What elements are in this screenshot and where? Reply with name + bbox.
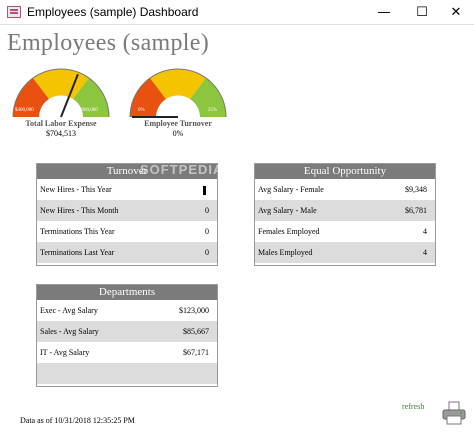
table-row: Avg Salary - Female $9,348 xyxy=(255,179,435,200)
gauge-value: $704,513 xyxy=(46,129,76,138)
table-row: Exec - Avg Salary $123,000 xyxy=(37,300,217,321)
gauge-max-label: 25% xyxy=(208,108,217,113)
table-row: New Hires - This Month 0 xyxy=(37,200,217,221)
departments-panel: Departments Exec - Avg Salary $123,000 Sa… xyxy=(36,284,218,387)
refresh-link[interactable]: refresh xyxy=(402,402,425,411)
row-label: IT - Avg Salary xyxy=(40,348,90,357)
title-bar: Employees (sample) Dashboard — ☐ ✕ xyxy=(0,0,474,25)
page-title: Employees (sample) xyxy=(7,30,210,56)
row-label: Terminations This Year xyxy=(40,227,115,236)
row-value: 0 xyxy=(205,248,209,257)
row-label: New Hires - This Year xyxy=(40,185,112,194)
gauge-red-segment xyxy=(12,78,49,117)
row-value: $67,171 xyxy=(183,348,209,357)
table-row: Terminations Last Year 0 xyxy=(37,242,217,263)
row-label: New Hires - This Month xyxy=(40,206,119,215)
maximize-button[interactable]: ☐ xyxy=(416,5,428,20)
gauge-label: Employee Turnover xyxy=(144,119,212,128)
equal-opportunity-panel: Equal Opportunity Avg Salary - Female $9,… xyxy=(254,163,436,266)
departments-header: Departments xyxy=(37,285,217,300)
row-value: 0 xyxy=(205,206,209,215)
turnover-header: Turnover xyxy=(37,164,217,179)
row-value: 0 xyxy=(205,227,209,236)
table-row: Terminations This Year 0 xyxy=(37,221,217,242)
row-value: $6,781 xyxy=(405,206,427,215)
table-row: IT - Avg Salary $67,171 xyxy=(37,342,217,363)
minimize-button[interactable]: — xyxy=(377,5,391,20)
table-row: Avg Salary - Male $6,781 xyxy=(255,200,435,221)
total-labor-expense-gauge: $400,000 $900,000 xyxy=(12,68,110,118)
app-icon xyxy=(7,6,21,18)
gauge-green-segment xyxy=(190,78,226,117)
turnover-panel: Turnover New Hires - This Year New Hires… xyxy=(36,163,218,266)
printer-icon[interactable] xyxy=(441,401,467,425)
gauge-min-label: $400,000 xyxy=(15,108,34,113)
gauge-value: 0% xyxy=(172,129,184,138)
table-row: Females Employed 4 xyxy=(255,221,435,242)
row-label: Exec - Avg Salary xyxy=(40,306,98,315)
text-cursor xyxy=(203,186,206,195)
watermark: SOFTPEDIA xyxy=(140,162,224,177)
equal-opportunity-header: Equal Opportunity xyxy=(255,164,435,179)
row-label: Avg Salary - Female xyxy=(258,185,324,194)
gauge-yellow-segment xyxy=(33,68,89,99)
row-value: $85,667 xyxy=(183,327,209,336)
row-value: $9,348 xyxy=(405,185,427,194)
table-row: New Hires - This Year xyxy=(37,179,217,200)
row-label: Terminations Last Year xyxy=(40,248,115,257)
row-label: Males Employed xyxy=(258,248,313,257)
data-as-of-text: Data as of 10/31/2018 12:35:25 PM xyxy=(20,416,135,425)
gauge-green-segment xyxy=(73,78,109,117)
row-value: 4 xyxy=(423,227,427,236)
gauge-min-label: 0% xyxy=(138,108,145,113)
row-label: Females Employed xyxy=(258,227,320,236)
close-button[interactable]: ✕ xyxy=(450,5,462,20)
gauge-max-label: $900,000 xyxy=(79,108,98,113)
table-row: Sales - Avg Salary $85,667 xyxy=(37,321,217,342)
row-value: $123,000 xyxy=(179,306,209,315)
table-row: Males Employed 4 xyxy=(255,242,435,263)
employee-turnover-gauge: 0% 25% xyxy=(129,68,227,118)
gauge-red-segment xyxy=(130,78,166,117)
row-label: Avg Salary - Male xyxy=(258,206,317,215)
gauge-yellow-segment xyxy=(150,68,206,99)
window-title: Employees (sample) Dashboard xyxy=(27,5,199,19)
gauge-label: Total Labor Expense xyxy=(25,119,97,128)
row-label: Sales - Avg Salary xyxy=(40,327,99,336)
gauge-needle xyxy=(60,73,79,118)
row-value: 4 xyxy=(423,248,427,257)
table-row xyxy=(37,363,217,384)
